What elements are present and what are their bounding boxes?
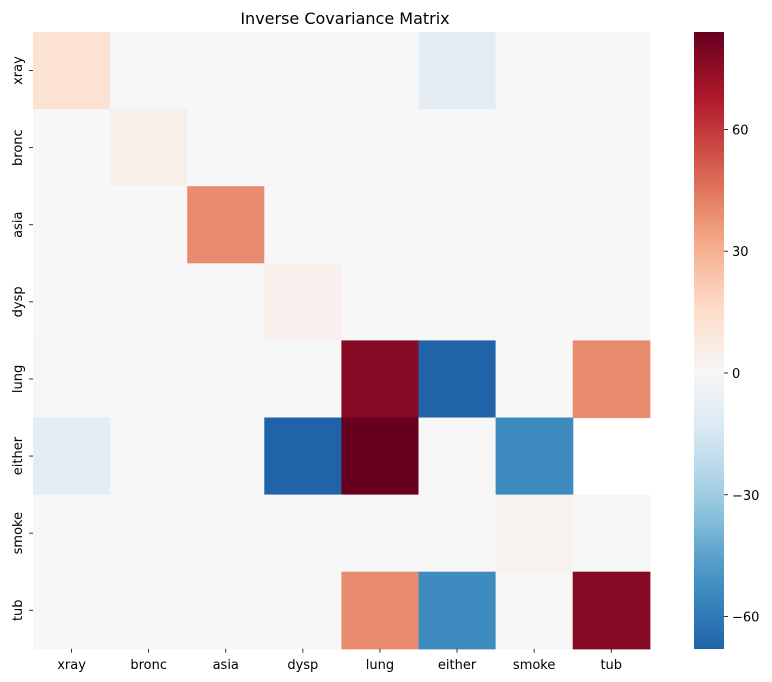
heatmap-cell-smoke-lung [341, 494, 420, 573]
y-tick-label-smoke: smoke [11, 512, 26, 554]
x-tick-label-dysp: dysp [287, 658, 318, 673]
colorbar-tick-label: 60 [732, 123, 749, 138]
heatmap-cell-tub-asia [187, 571, 265, 650]
heatmap-cell-dysp-xray [33, 263, 111, 341]
heatmap-cell-dysp-dysp [264, 263, 342, 341]
heatmap-cell-tub-xray [33, 571, 111, 650]
colorbar-tick-label: −30 [732, 489, 759, 504]
x-tick-label-bronc: bronc [130, 658, 167, 673]
colorbar-tick-label: 30 [732, 245, 749, 260]
heatmap-cell-lung-smoke [495, 340, 574, 419]
colorbar-tick-label: −60 [732, 611, 759, 626]
heatmap-cell-bronc-lung [341, 109, 420, 187]
heatmap-cell-asia-dysp [264, 186, 342, 264]
chart-title: Inverse Covariance Matrix [240, 9, 449, 28]
heatmap-cell-xray-tub [572, 32, 651, 110]
heatmap-cell-lung-either [418, 340, 497, 419]
x-tick-label-smoke: smoke [513, 658, 555, 673]
heatmap-cell-lung-tub [572, 340, 651, 419]
heatmap-cell-bronc-asia [187, 109, 265, 187]
heatmap-cell-asia-bronc [110, 186, 188, 264]
heatmap-cell-either-lung [341, 417, 420, 496]
heatmap-cells [33, 32, 651, 650]
heatmap-cell-xray-dysp [264, 32, 342, 110]
heatmap-cell-smoke-bronc [110, 494, 188, 573]
colorbar-tick-labels: 60 30 0 −30 −60 [724, 123, 759, 626]
y-tick-label-bronc: bronc [11, 129, 26, 166]
x-tick-label-tub: tub [600, 658, 622, 673]
heatmap-cell-lung-bronc [110, 340, 188, 419]
heatmap-cell-tub-bronc [110, 571, 188, 650]
heatmap-cell-xray-xray [33, 32, 111, 110]
heatmap-cell-dysp-tub [572, 263, 651, 341]
heatmap-cell-dysp-bronc [110, 263, 188, 341]
colorbar [694, 32, 724, 649]
heatmap-cell-tub-dysp [264, 571, 342, 650]
x-tick-label-either: either [438, 658, 477, 673]
heatmap-cell-bronc-dysp [264, 109, 342, 187]
heatmap-cell-smoke-dysp [264, 494, 342, 573]
y-tick-label-lung: lung [11, 365, 26, 393]
heatmap-cell-xray-bronc [110, 32, 188, 110]
heatmap-cell-bronc-either [418, 109, 497, 187]
heatmap-cell-tub-tub [572, 571, 651, 650]
heatmap-cell-tub-either [418, 571, 497, 650]
heatmap-cell-lung-dysp [264, 340, 342, 419]
y-axis-tick-labels: xray bronc asia dysp lung either smoke tub [11, 56, 33, 621]
heatmap-cell-smoke-smoke [495, 494, 574, 573]
x-axis-tick-labels: xray bronc asia dysp lung either smoke tub [57, 648, 622, 673]
heatmap-cell-smoke-asia [187, 494, 265, 573]
colorbar-tick-label: 0 [732, 367, 740, 382]
heatmap-cell-asia-xray [33, 186, 111, 264]
heatmap-cell-xray-lung [341, 32, 420, 110]
heatmap-cell-smoke-tub [572, 494, 651, 573]
heatmap-cell-dysp-either [418, 263, 497, 341]
y-tick-label-dysp: dysp [11, 286, 26, 317]
heatmap-cell-xray-asia [187, 32, 265, 110]
y-tick-label-tub: tub [11, 599, 26, 621]
heatmap-cell-bronc-xray [33, 109, 111, 187]
heatmap-cell-lung-xray [33, 340, 111, 419]
heatmap-cell-asia-smoke [495, 186, 574, 264]
y-tick-label-either: either [11, 436, 26, 475]
heatmap-cell-dysp-smoke [495, 263, 574, 341]
heatmap-cell-asia-tub [572, 186, 651, 264]
heatmap-cell-dysp-asia [187, 263, 265, 341]
x-tick-label-asia: asia [213, 658, 239, 673]
y-tick-label-asia: asia [11, 212, 26, 238]
heatmap-cell-dysp-lung [341, 263, 420, 341]
heatmap-cell-xray-either [418, 32, 497, 110]
x-tick-label-lung: lung [366, 658, 394, 673]
x-tick-label-xray: xray [57, 658, 86, 673]
heatmap-cell-tub-smoke [495, 571, 574, 650]
heatmap-cell-either-dysp [264, 417, 342, 496]
heatmap-cell-either-xray [33, 417, 111, 496]
heatmap-cell-either-asia [187, 417, 265, 496]
heatmap-cell-asia-lung [341, 186, 420, 264]
heatmap-cell-smoke-xray [33, 494, 111, 573]
heatmap-cell-xray-smoke [495, 32, 574, 110]
heatmap-cell-bronc-bronc [110, 109, 188, 187]
heatmap-cell-either-bronc [110, 417, 188, 496]
heatmap-cell-bronc-smoke [495, 109, 574, 187]
heatmap-cell-lung-lung [341, 340, 420, 419]
heatmap-cell-asia-asia [187, 186, 265, 264]
heatmap-cell-smoke-either [418, 494, 497, 573]
heatmap-cell-lung-asia [187, 340, 265, 419]
heatmap-cell-bronc-tub [572, 109, 651, 187]
y-tick-label-xray: xray [11, 56, 26, 85]
heatmap-cell-tub-lung [341, 571, 420, 650]
heatmap-cell-asia-either [418, 186, 497, 264]
heatmap-cell-either-either [418, 417, 497, 496]
heatmap-cell-either-smoke [495, 417, 574, 496]
